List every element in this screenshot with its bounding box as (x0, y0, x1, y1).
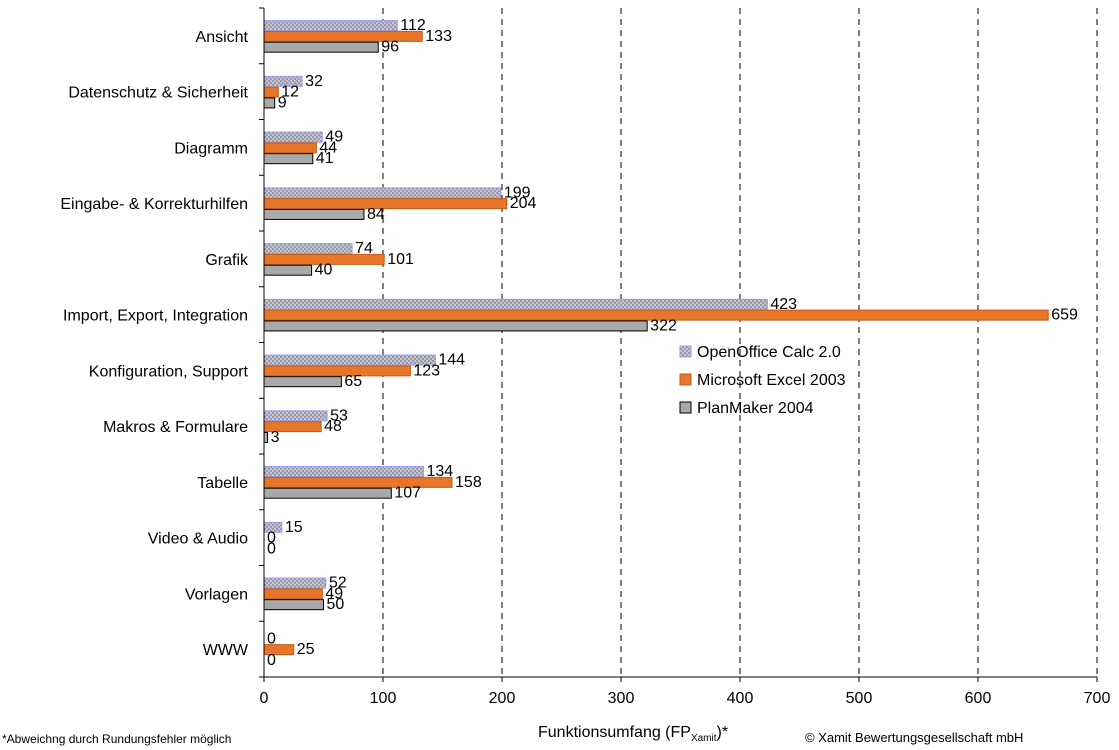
bar (263, 142, 317, 154)
x-tick-label: 700 (1084, 690, 1111, 707)
category-label: Tabelle (197, 475, 248, 492)
bar (263, 97, 276, 109)
data-label: 0 (267, 652, 276, 669)
data-label: 96 (381, 39, 399, 56)
data-label: 204 (510, 195, 537, 212)
data-label: 25 (297, 641, 315, 658)
category-label: Datenschutz & Sicherheit (68, 85, 248, 102)
data-label: 49 (325, 585, 343, 602)
data-label: 123 (413, 362, 440, 379)
data-label: 0 (267, 530, 276, 547)
bar (263, 264, 313, 276)
x-tick-label: 300 (608, 690, 635, 707)
x-tick-label: 400 (727, 690, 754, 707)
category-label: Eingabe- & Korrekturhilfen (60, 196, 248, 213)
data-label: 40 (315, 262, 333, 279)
x-tick-label: 0 (260, 690, 269, 707)
data-label: 53 (330, 407, 348, 424)
data-label: 101 (387, 251, 414, 268)
bar (263, 577, 327, 589)
x-tick-label: 200 (489, 690, 516, 707)
data-label: 48 (324, 418, 342, 435)
data-label: 199 (504, 184, 531, 201)
bar (263, 198, 508, 210)
category-label: Ansicht (196, 29, 249, 46)
bar (263, 476, 453, 488)
category-label: WWW (203, 642, 249, 659)
data-label: 144 (438, 352, 465, 369)
bar (263, 376, 342, 388)
x-tick-label: 600 (965, 690, 992, 707)
legend-label: PlanMaker 2004 (697, 400, 814, 417)
bar (263, 487, 392, 499)
data-label: 107 (394, 485, 421, 502)
data-label: 158 (455, 474, 482, 491)
data-label: 44 (319, 139, 337, 156)
legend-label: Microsoft Excel 2003 (697, 372, 846, 389)
data-label: 112 (400, 17, 426, 34)
bar (263, 466, 424, 478)
bar (263, 153, 314, 165)
data-label: 74 (355, 240, 373, 257)
data-label: 9 (278, 94, 287, 111)
data-label: 659 (1051, 307, 1078, 324)
data-label: 41 (316, 150, 334, 167)
bar (263, 298, 768, 310)
bar (263, 243, 353, 255)
bar (263, 365, 411, 377)
legend-swatch (679, 345, 692, 358)
data-label: 3 (271, 429, 280, 446)
category-label: Grafik (205, 252, 249, 269)
data-label: 65 (344, 373, 362, 390)
category-label: Konfiguration, Support (89, 363, 249, 380)
legend-swatch (679, 373, 692, 386)
x-axis-label: Funktionsumfang (FPXamit)* (538, 724, 729, 745)
bar (263, 41, 379, 53)
data-label: 32 (305, 73, 323, 90)
data-label: 12 (281, 84, 299, 101)
footnote-rounding: *Abweichng durch Rundungsfehler möglich (2, 732, 232, 746)
bar (263, 410, 328, 422)
legend-swatch (679, 401, 692, 414)
x-tick-label: 100 (370, 690, 397, 707)
data-label: 49 (325, 129, 343, 146)
category-label: Diagramm (174, 140, 248, 157)
bar (263, 588, 323, 600)
bar (263, 599, 324, 611)
x-tick-label: 500 (846, 690, 873, 707)
data-label: 0 (267, 540, 276, 557)
data-label: 84 (367, 206, 385, 223)
bar (263, 208, 365, 220)
bar (263, 131, 323, 143)
data-label: 133 (425, 28, 452, 45)
category-label: Makros & Formulare (103, 419, 248, 436)
data-label: 0 (267, 630, 276, 647)
data-label: 52 (329, 575, 347, 592)
legend-label: OpenOffice Calc 2.0 (697, 344, 841, 361)
data-label: 423 (770, 296, 797, 313)
category-label: Vorlagen (185, 586, 248, 603)
data-label: 15 (285, 519, 303, 536)
data-label: 134 (426, 463, 453, 480)
bar (263, 431, 269, 443)
category-label: Import, Export, Integration (63, 308, 248, 325)
bar (263, 20, 398, 32)
copyright-note: © Xamit Bewertungsgesellschaft mbH (805, 730, 1024, 745)
data-label: 322 (650, 317, 677, 334)
bar (263, 187, 502, 199)
category-label: Video & Audio (148, 531, 248, 548)
data-label: 50 (327, 596, 345, 613)
bar (263, 86, 279, 98)
bar (263, 354, 436, 366)
bar (263, 320, 648, 332)
